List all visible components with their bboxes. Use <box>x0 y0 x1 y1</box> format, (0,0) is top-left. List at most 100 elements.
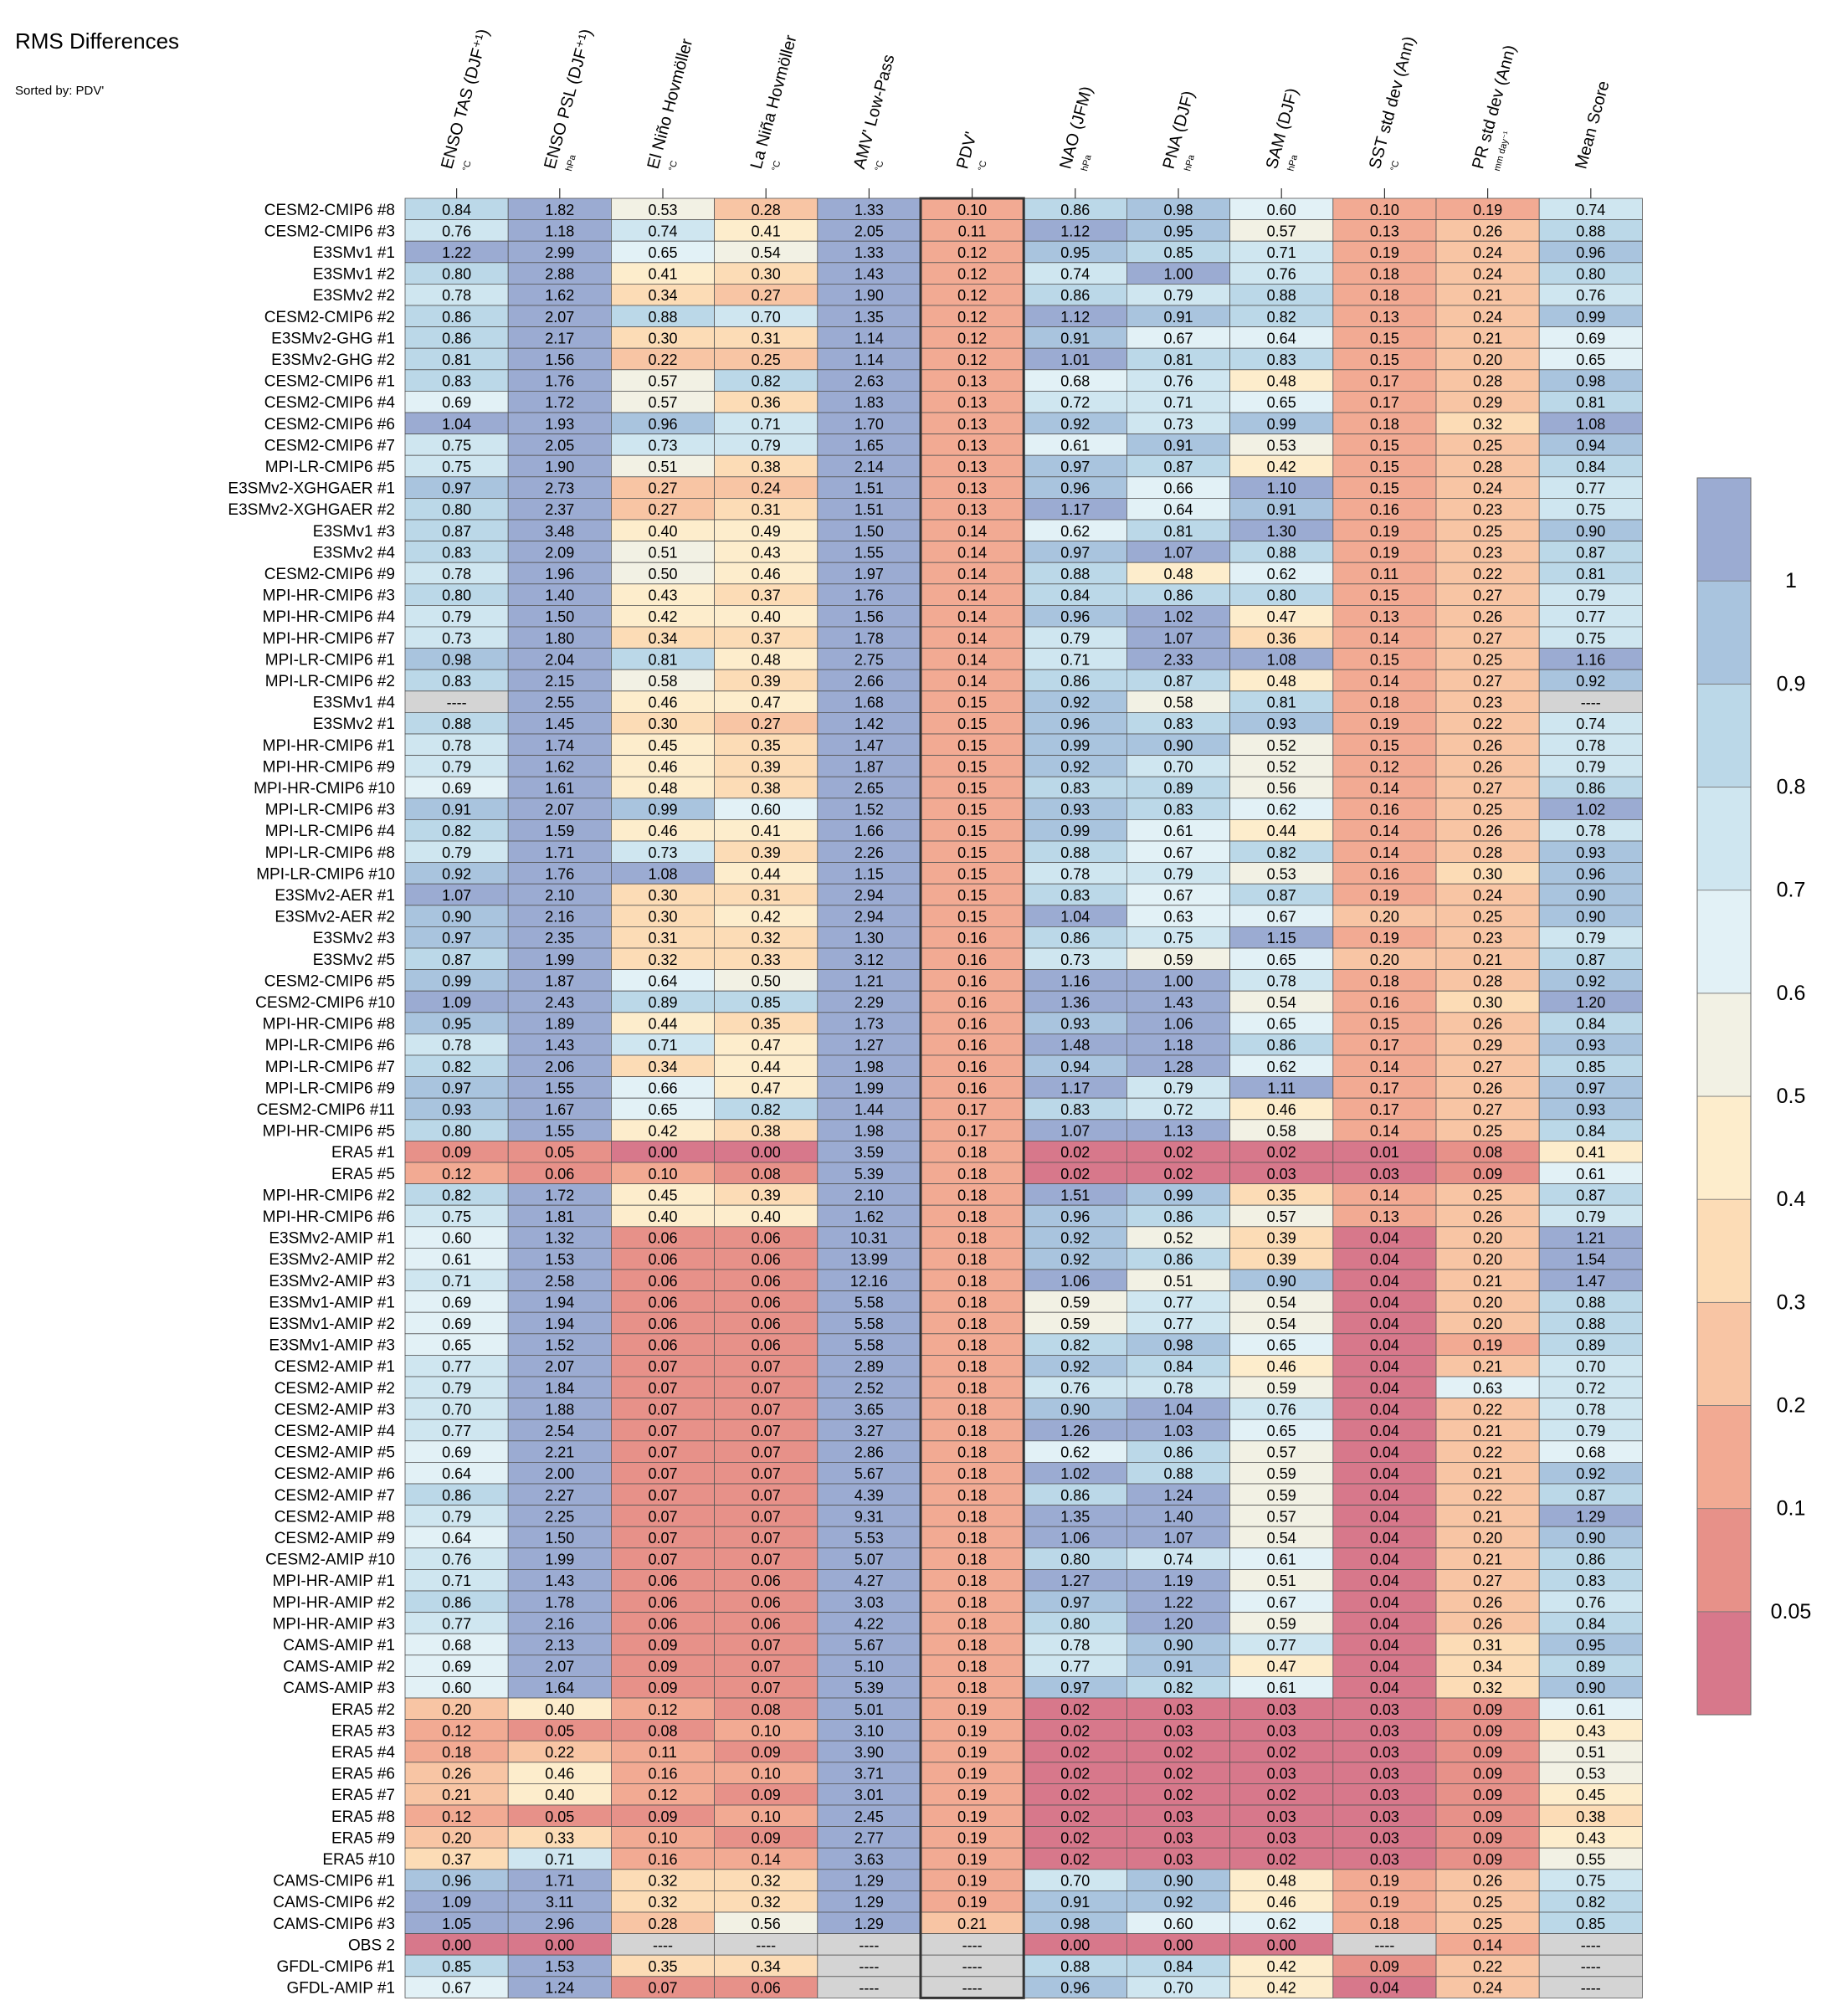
heatmap-cell <box>507 390 612 413</box>
cell-value: 0.19 <box>1370 930 1399 946</box>
row-label: E3SMv2 #3 <box>313 930 395 947</box>
heatmap-cell <box>1126 583 1231 606</box>
cell-value: 0.57 <box>1267 1508 1296 1525</box>
cell-value: 0.91 <box>442 802 471 818</box>
cell-value: 0.22 <box>545 1744 574 1761</box>
cell-value: 0.18 <box>957 1508 987 1525</box>
cell-value: 1.84 <box>545 1380 574 1397</box>
cell-value: 0.03 <box>1163 1701 1193 1718</box>
cell-value: 0.09 <box>1370 1958 1399 1975</box>
cell-value: 0.87 <box>1576 544 1605 561</box>
row-label: E3SMv2-GHG #1 <box>271 330 395 347</box>
cell-value: 0.39 <box>1267 1251 1296 1268</box>
column-unit: °C <box>977 160 989 172</box>
row-label: E3SMv2-XGHGAER #1 <box>228 480 395 498</box>
cell-value: 0.67 <box>1267 1594 1296 1611</box>
cell-value: 0.09 <box>1473 1701 1502 1718</box>
heatmap-cell <box>507 369 612 392</box>
cell-value: 0.69 <box>442 1659 471 1675</box>
cell-value: 0.13 <box>957 459 987 475</box>
cell-value: 0.12 <box>957 351 987 368</box>
cell-value: 0.15 <box>1370 459 1399 475</box>
cell-value: 0.18 <box>957 1659 987 1675</box>
cell-value: 0.57 <box>1267 1208 1296 1225</box>
cell-value: 0.18 <box>957 1358 987 1375</box>
cell-value: 2.26 <box>854 844 884 861</box>
cell-value: 0.79 <box>1576 1208 1605 1225</box>
heatmap-cell <box>1538 305 1643 328</box>
cell-value: 1.18 <box>1163 1037 1193 1054</box>
cell-value: ---- <box>1374 1936 1394 1953</box>
heatmap-cell <box>817 819 921 842</box>
heatmap-cell <box>1332 1333 1437 1356</box>
cell-value: 0.73 <box>648 437 677 454</box>
cell-value: 0.62 <box>1267 566 1296 582</box>
heatmap-cell <box>714 626 818 649</box>
heatmap-cell <box>1126 1183 1231 1206</box>
cell-value: 0.77 <box>442 1615 471 1632</box>
cell-value: 0.07 <box>752 1680 781 1696</box>
cell-value: 0.47 <box>1267 608 1296 625</box>
cell-value: 0.83 <box>1060 780 1090 797</box>
cell-value: 0.02 <box>1060 1744 1090 1761</box>
row-label: GFDL-CMIP6 #1 <box>277 1958 395 1976</box>
cell-value: 0.23 <box>1473 501 1502 518</box>
cell-value: 0.07 <box>648 1530 677 1547</box>
heatmap-cell <box>1126 454 1231 478</box>
heatmap-cell <box>714 1290 818 1313</box>
heatmap-cell <box>1435 1034 1540 1056</box>
heatmap-cell <box>1332 541 1437 563</box>
heatmap-cell <box>1229 1204 1334 1228</box>
cell-value: 0.32 <box>1473 416 1502 433</box>
heatmap-cell <box>817 1034 921 1056</box>
cell-value: 0.54 <box>1267 1316 1296 1332</box>
cell-value: 0.36 <box>1267 630 1296 647</box>
cell-value: 1.20 <box>1576 994 1605 1011</box>
heatmap-cell <box>1435 1418 1540 1442</box>
cell-value: 0.61 <box>1267 1680 1296 1696</box>
cell-value: 0.44 <box>1267 823 1296 839</box>
heatmap-cell <box>404 326 509 349</box>
cell-value: 0.18 <box>957 1294 987 1311</box>
heatmap-cell <box>404 433 509 456</box>
heatmap-cell <box>714 1462 818 1485</box>
cell-value: 1.83 <box>854 394 884 411</box>
cell-value: 0.07 <box>752 1637 781 1654</box>
heatmap-cell <box>507 541 612 563</box>
heatmap-cell <box>817 1633 921 1656</box>
heatmap-cell <box>611 798 716 820</box>
cell-value: 0.14 <box>957 544 987 561</box>
heatmap-cell <box>1229 240 1334 264</box>
cell-value: 0.82 <box>442 823 471 839</box>
cell-value: 1.87 <box>854 758 884 775</box>
heatmap-cell <box>1126 1162 1231 1185</box>
cell-value: 0.62 <box>1060 523 1090 540</box>
cell-value: 5.07 <box>854 1552 884 1568</box>
heatmap-cell <box>404 476 509 499</box>
cell-value: 0.09 <box>1473 1787 1502 1803</box>
cell-value: 0.19 <box>1473 202 1502 218</box>
cell-value: 0.04 <box>1370 1358 1399 1375</box>
cell-value: 0.04 <box>1370 1316 1399 1332</box>
heatmap-cell <box>920 498 1024 521</box>
cell-value: 0.18 <box>957 1316 987 1332</box>
cell-value: 1.76 <box>854 587 884 604</box>
cell-value: 0.65 <box>1576 351 1605 368</box>
heatmap-cell <box>1023 1440 1127 1463</box>
row-label: MPI-HR-CMIP6 #10 <box>254 780 395 798</box>
heatmap-cell <box>1229 1612 1334 1634</box>
heatmap-cell <box>404 1505 509 1527</box>
cell-value: 1.64 <box>545 1680 574 1696</box>
cell-value: 0.06 <box>752 1230 781 1247</box>
legend-tick-label: 0.2 <box>1777 1394 1806 1418</box>
cell-value: 0.04 <box>1370 1594 1399 1611</box>
heatmap-cell <box>1229 1376 1334 1399</box>
cell-value: 5.39 <box>854 1680 884 1696</box>
cell-value: 1.93 <box>545 416 574 433</box>
cell-value: 1.09 <box>442 994 471 1011</box>
cell-value: 0.26 <box>1473 1016 1502 1033</box>
cell-value: 0.06 <box>648 1230 677 1247</box>
heatmap-cell <box>611 969 716 992</box>
cell-value: 0.15 <box>957 716 987 732</box>
cell-value: 1.76 <box>545 865 574 882</box>
